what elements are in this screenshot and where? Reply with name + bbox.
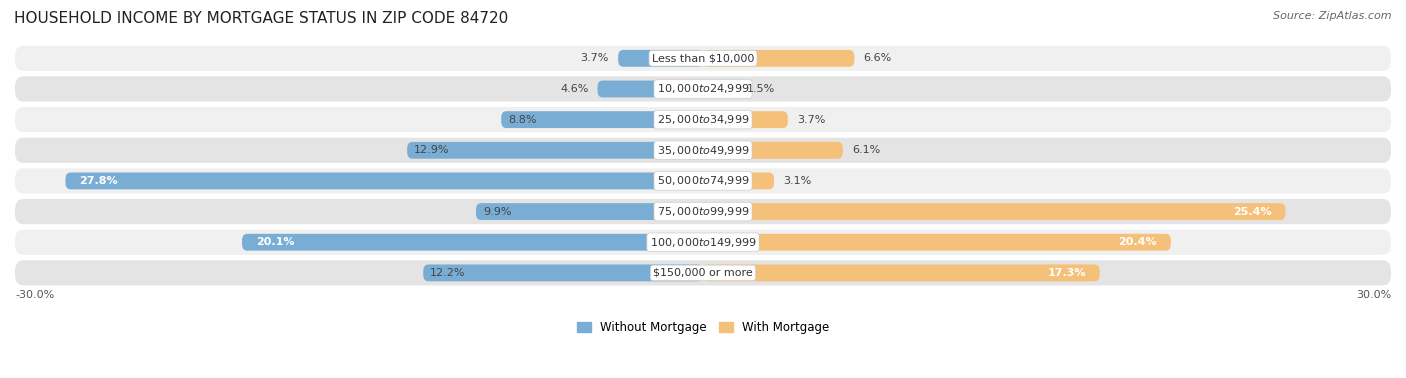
FancyBboxPatch shape xyxy=(408,142,703,159)
FancyBboxPatch shape xyxy=(15,76,1391,102)
Text: $35,000 to $49,999: $35,000 to $49,999 xyxy=(657,144,749,157)
Text: $100,000 to $149,999: $100,000 to $149,999 xyxy=(650,236,756,249)
Text: $75,000 to $99,999: $75,000 to $99,999 xyxy=(657,205,749,218)
FancyBboxPatch shape xyxy=(598,81,703,98)
Text: 6.6%: 6.6% xyxy=(863,53,891,64)
FancyBboxPatch shape xyxy=(242,234,703,251)
Text: 20.4%: 20.4% xyxy=(1118,237,1157,247)
Text: 6.1%: 6.1% xyxy=(852,145,880,155)
FancyBboxPatch shape xyxy=(15,199,1391,224)
Text: 8.8%: 8.8% xyxy=(508,115,537,125)
FancyBboxPatch shape xyxy=(703,81,737,98)
Text: $25,000 to $34,999: $25,000 to $34,999 xyxy=(657,113,749,126)
Text: 1.5%: 1.5% xyxy=(747,84,775,94)
FancyBboxPatch shape xyxy=(703,203,1285,220)
Text: 20.1%: 20.1% xyxy=(256,237,294,247)
FancyBboxPatch shape xyxy=(703,265,1099,281)
Text: 3.7%: 3.7% xyxy=(581,53,609,64)
Text: Source: ZipAtlas.com: Source: ZipAtlas.com xyxy=(1274,11,1392,21)
FancyBboxPatch shape xyxy=(15,46,1391,71)
Text: 12.2%: 12.2% xyxy=(430,268,465,278)
Text: Less than $10,000: Less than $10,000 xyxy=(652,53,754,64)
FancyBboxPatch shape xyxy=(15,168,1391,194)
Text: 27.8%: 27.8% xyxy=(79,176,118,186)
FancyBboxPatch shape xyxy=(15,107,1391,132)
FancyBboxPatch shape xyxy=(15,230,1391,255)
Text: 17.3%: 17.3% xyxy=(1047,268,1085,278)
Text: 3.7%: 3.7% xyxy=(797,115,825,125)
FancyBboxPatch shape xyxy=(501,111,703,128)
FancyBboxPatch shape xyxy=(703,50,855,67)
FancyBboxPatch shape xyxy=(66,172,703,189)
Text: 12.9%: 12.9% xyxy=(413,145,450,155)
FancyBboxPatch shape xyxy=(619,50,703,67)
Text: $50,000 to $74,999: $50,000 to $74,999 xyxy=(657,174,749,187)
FancyBboxPatch shape xyxy=(423,265,703,281)
Text: HOUSEHOLD INCOME BY MORTGAGE STATUS IN ZIP CODE 84720: HOUSEHOLD INCOME BY MORTGAGE STATUS IN Z… xyxy=(14,11,509,26)
FancyBboxPatch shape xyxy=(15,138,1391,163)
Text: 30.0%: 30.0% xyxy=(1355,290,1391,300)
Text: 9.9%: 9.9% xyxy=(482,207,512,217)
Text: $10,000 to $24,999: $10,000 to $24,999 xyxy=(657,82,749,96)
FancyBboxPatch shape xyxy=(15,260,1391,285)
FancyBboxPatch shape xyxy=(477,203,703,220)
Text: 4.6%: 4.6% xyxy=(560,84,588,94)
FancyBboxPatch shape xyxy=(703,111,787,128)
Legend: Without Mortgage, With Mortgage: Without Mortgage, With Mortgage xyxy=(572,316,834,338)
FancyBboxPatch shape xyxy=(703,142,842,159)
FancyBboxPatch shape xyxy=(703,172,775,189)
Text: -30.0%: -30.0% xyxy=(15,290,55,300)
Text: 3.1%: 3.1% xyxy=(783,176,811,186)
Text: 25.4%: 25.4% xyxy=(1233,207,1272,217)
FancyBboxPatch shape xyxy=(703,234,1171,251)
Text: $150,000 or more: $150,000 or more xyxy=(654,268,752,278)
